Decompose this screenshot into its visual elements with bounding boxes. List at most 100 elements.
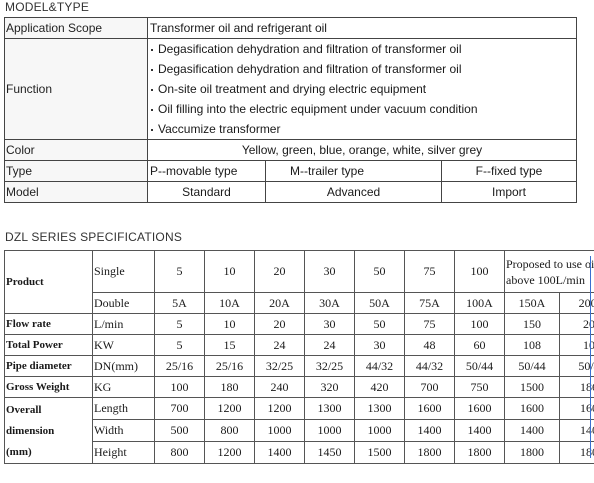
double-row: Double5A10A20A30A50A75A100A150A200A (5, 292, 594, 314)
double-model-cell: 100A (454, 292, 505, 314)
double-model-cell: 30A (304, 292, 355, 314)
spec-value: 20 (254, 313, 305, 335)
single-model-cell: 5 (154, 250, 205, 293)
dimension-value: 800 (204, 419, 255, 442)
dimension-unit: Length (92, 397, 155, 420)
model-type-table: Application Scope Transformer oil and re… (4, 17, 577, 203)
spec-row: Total PowerKW5152424304860108108 (4, 334, 594, 356)
double-model-cell: 50A (354, 292, 405, 314)
dimension-value: 1800 (454, 441, 505, 464)
function-item: Oil filling into the electric equipment … (149, 99, 576, 119)
overall-dimension-label: Overall dimension (mm) (4, 397, 93, 464)
dimension-row: Height8001200140014501500180018001800180… (5, 441, 594, 464)
dimension-row: Overall dimension (mm) Length 700 1200 1200 130… (4, 397, 594, 464)
dimension-value: 1300 (304, 397, 355, 420)
spec-unit: KG (92, 376, 155, 398)
dimension-value: 1000 (354, 419, 405, 442)
dimension-value: 1200 (254, 397, 305, 420)
model-value: Standard (147, 181, 266, 203)
spec-value: 44/32 (354, 355, 405, 377)
spec-value: 60 (454, 334, 505, 356)
single-row: Product Single 5 10 20 30 50 75 100 Proposed to u… (4, 250, 594, 314)
proposed-note-line: Proposed to use oil (506, 256, 594, 271)
dimension-value: 1600 (504, 397, 560, 420)
double-model-cell: 10A (204, 292, 255, 314)
spec-value: 25/16 (204, 355, 255, 377)
spec-value: 30 (354, 334, 405, 356)
product-label: Product (4, 250, 93, 314)
dimension-value: 1600 (454, 397, 505, 420)
double-model-cell: 75A (404, 292, 455, 314)
color-row: Color Yellow, green, blue, orange, white… (4, 139, 577, 161)
single-model-cell: 10 (204, 250, 255, 293)
double-model-cell: 150A (504, 292, 560, 314)
function-row: Function Degasification dehydration and … (4, 38, 577, 140)
spec-value: 10 (204, 313, 255, 335)
single-model-cell: 100 (454, 250, 505, 293)
single-model-cell: 30 (304, 250, 355, 293)
spec-value: 50/44 (454, 355, 505, 377)
spec-value: 44/32 (404, 355, 455, 377)
spec-value: 420 (354, 376, 405, 398)
type-label: Type (4, 160, 148, 182)
dimension-value: 1300 (354, 397, 405, 420)
spec-value: 24 (254, 334, 305, 356)
spec-row: Pipe diameter DN(mm) 25/16 25/16 32/25 32/25 4… (4, 355, 594, 377)
spec-value: 32/25 (304, 355, 355, 377)
single-model-cell: 20 (254, 250, 305, 293)
spec-value: 750 (454, 376, 505, 398)
proposed-note-line: above 100L/min (506, 272, 585, 287)
overall-dimension-label-line: (mm) (6, 446, 32, 458)
spec-value: 30 (304, 313, 355, 335)
spec-value: 108 (558, 334, 594, 356)
function-item: Vaccumize transformer (149, 119, 576, 139)
dimension-value: 1400 (454, 419, 505, 442)
dimension-value: 1600 (558, 397, 594, 420)
double-model-cell: 5A (154, 292, 205, 314)
dimension-unit: Height (92, 441, 155, 464)
spec-value: 100 (154, 376, 205, 398)
spec-value: 1860 (558, 376, 594, 398)
single-label: Single (92, 250, 155, 293)
dimension-value: 1600 (404, 397, 455, 420)
bullet-icon (151, 88, 153, 91)
overall-dimension-label-line: dimension (6, 425, 55, 437)
spec-value: 180 (204, 376, 255, 398)
overall-dimension-label-line: Overall (6, 404, 42, 416)
spec-value: 50/44 (558, 355, 594, 377)
function-item: On-site oil treatment and drying electri… (149, 79, 576, 99)
dimension-value: 1800 (404, 441, 455, 464)
spec-label: Pipe diameter (4, 355, 93, 377)
application-scope-row: Application Scope Transformer oil and re… (4, 17, 577, 39)
application-scope-value: Transformer oil and refrigerant oil (147, 17, 577, 39)
spec-value: 5 (154, 313, 205, 335)
double-model-cell: 200A (558, 292, 594, 314)
color-value: Yellow, green, blue, orange, white, silv… (147, 139, 577, 161)
type-value: M--trailer type (265, 160, 442, 182)
spec-label: Flow rate (4, 313, 93, 335)
dimension-value: 1800 (558, 441, 594, 464)
spec-value: 200 (558, 313, 594, 335)
spec-value: 5 (154, 334, 205, 356)
dimension-value: 1400 (404, 419, 455, 442)
bullet-icon (151, 108, 153, 111)
dimension-value: 1200 (204, 441, 255, 464)
bullet-icon (151, 48, 153, 51)
application-scope-label: Application Scope (4, 17, 148, 39)
function-list: Degasification dehydration and filtratio… (147, 38, 577, 140)
dimension-value: 1200 (204, 397, 255, 420)
scroll-edge (590, 256, 591, 458)
spec-label: Total Power (4, 334, 93, 356)
spec-unit: DN(mm) (92, 355, 155, 377)
spec-value: 75 (404, 313, 455, 335)
dimension-value: 1400 (558, 419, 594, 442)
dimension-value: 1000 (254, 419, 305, 442)
dimension-value: 1500 (354, 441, 405, 464)
function-label: Function (4, 38, 148, 140)
bullet-icon (151, 68, 153, 71)
single-model-cell: 75 (404, 250, 455, 293)
dimension-value: 1800 (504, 441, 560, 464)
spec-value: 32/25 (254, 355, 305, 377)
type-row: Type P--movable type M--trailer type F--… (4, 160, 577, 182)
